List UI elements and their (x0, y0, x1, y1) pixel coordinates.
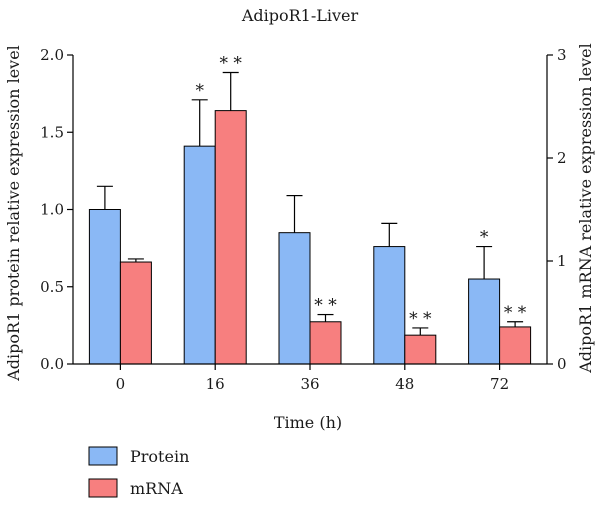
x-tick-label: 0 (116, 375, 126, 393)
x-axis-title: Time (h) (274, 413, 342, 432)
legend: Protein mRNA (88, 446, 189, 498)
right-y-tick-label: 3 (557, 46, 567, 64)
left-y-tick-label: 1.0 (40, 201, 64, 219)
right-y-tick-label: 0 (557, 355, 567, 373)
bar-protein (278, 232, 311, 365)
left-y-tick-label: 0.5 (40, 278, 64, 296)
right-y-tick-label: 1 (557, 252, 567, 270)
bar-protein (373, 246, 406, 365)
x-tick-label: 48 (395, 375, 414, 393)
legend-label-mrna: mRNA (130, 479, 183, 498)
significance-marker: * (195, 81, 204, 101)
bar-mrna (214, 110, 247, 365)
chart-title: AdipoR1-Liver (241, 6, 359, 25)
left-y-tick-label: 1.5 (40, 123, 64, 141)
legend-label-protein: Protein (130, 447, 189, 466)
x-tick-label: 16 (206, 375, 225, 393)
bar-mrna (404, 334, 437, 365)
legend-swatch-protein (88, 446, 118, 466)
bar-mrna (309, 321, 342, 365)
bar-protein (88, 209, 121, 365)
significance-marker: * * (314, 296, 337, 316)
right-y-tick-label: 2 (557, 149, 567, 167)
left-y-tick-label: 0.0 (40, 355, 64, 373)
bar-protein (468, 278, 501, 365)
plot-area: * * * * * * * * * * (88, 54, 532, 365)
x-tick-label: 36 (300, 375, 319, 393)
bar-mrna (499, 326, 532, 365)
bar-protein (183, 145, 216, 365)
left-y-tick-label: 2.0 (40, 46, 64, 64)
bar-mrna (119, 261, 152, 365)
x-tick-label: 72 (490, 375, 509, 393)
left-y-axis-title: AdipoR1 protein relative expression leve… (4, 45, 23, 382)
axes: 0.0 0.5 1.0 1.5 2.0 0 1 2 3 0 16 36 48 72 (40, 46, 566, 393)
significance-marker: * (480, 228, 489, 248)
right-y-axis-title: AdipoR1 mRNA relative expression level (576, 43, 595, 374)
significance-marker: * * (504, 303, 527, 323)
significance-marker: * * (219, 54, 242, 74)
significance-marker: * * (409, 309, 432, 329)
legend-swatch-mrna (88, 478, 118, 498)
